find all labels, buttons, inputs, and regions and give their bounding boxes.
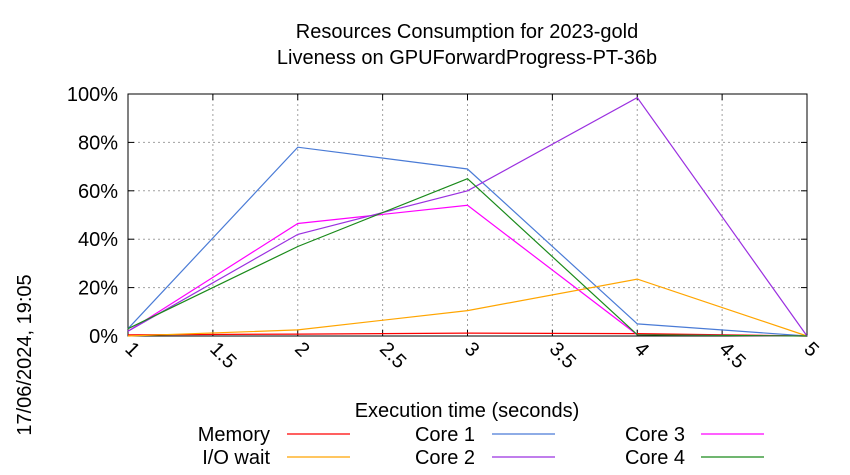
x-tick-label: 2 (290, 338, 313, 361)
ticks: 1 1.5 2 2.5 3 3.5 4 4.5 5 0% 20% 40% 60% 80% 100% (67, 84, 823, 373)
y-tick-label: 80% (78, 132, 118, 154)
x-tick-label: 4 (630, 338, 653, 361)
x-tick-label: 1.5 (205, 338, 240, 373)
grid (127, 93, 808, 337)
x-tick-label: 2.5 (375, 338, 410, 373)
legend-label-core-1: Core 1 (415, 424, 475, 446)
x-tick-label: 4.5 (715, 338, 750, 373)
x-axis-label: Execution time (seconds) (355, 400, 580, 422)
x-tick-label: 3.5 (545, 338, 580, 373)
series-line-core-4 (127, 178, 808, 337)
y-tick-label: 100% (67, 84, 118, 106)
series-lines (127, 96, 808, 337)
y-tick-label: 20% (78, 278, 118, 300)
y-tick-label: 40% (78, 229, 118, 251)
legend-label-core-3: Core 3 (625, 424, 685, 446)
y-tick-label: 60% (78, 181, 118, 203)
series-line-i-o-wait (127, 278, 808, 337)
legend-label-core-4: Core 4 (625, 447, 685, 469)
x-tick-label: 5 (799, 338, 822, 361)
series-line-core-2 (127, 96, 808, 337)
legend-label-memory: Memory (198, 424, 270, 446)
series-line-core-1 (127, 146, 808, 337)
x-tick-label: 1 (120, 338, 143, 361)
chart-title-line-2: Liveness on GPUForwardProgress-PT-36b (277, 47, 657, 69)
legend-label-i-o-wait: I/O wait (202, 447, 270, 469)
timestamp: 17/06/2024, 19:05 (14, 274, 36, 435)
series-line-memory (127, 332, 808, 337)
y-tick-label: 0% (89, 326, 118, 348)
x-tick-label: 3 (460, 338, 483, 361)
legend-label-core-2: Core 2 (415, 447, 475, 469)
chart-title-line-1: Resources Consumption for 2023-gold (296, 21, 638, 43)
